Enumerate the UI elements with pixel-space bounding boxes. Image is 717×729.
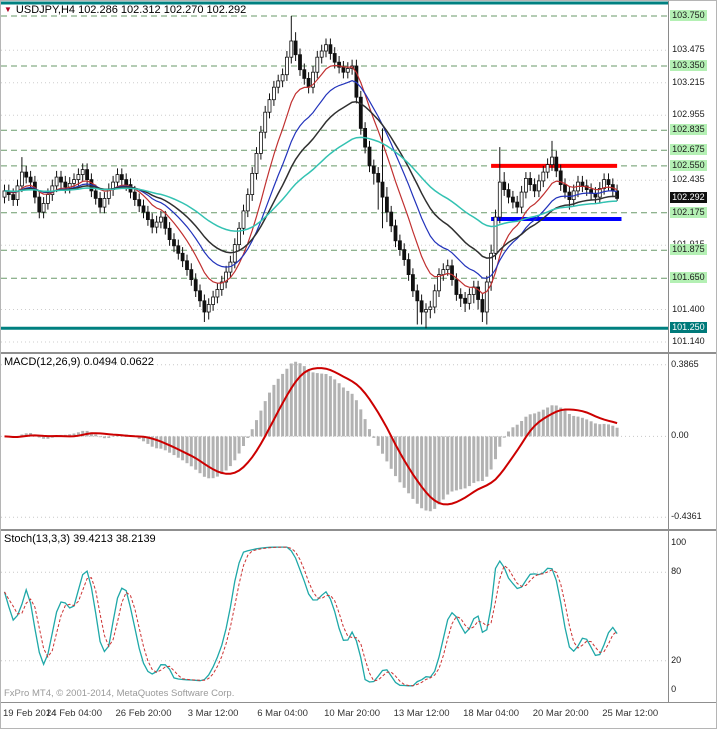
stoch-main-line <box>3 546 618 687</box>
time-axis-label: 13 Mar 12:00 <box>393 708 450 719</box>
stochastic-scale[interactable]: 100 80 20 0 <box>668 531 716 702</box>
current-price-tag: 102.292 <box>670 192 707 204</box>
price-scale-label: 101.875 <box>670 244 707 256</box>
macd-panel: MACD(12,26,9) 0.0494 0.0622 0.3865 0.00 -0… <box>1 354 716 529</box>
stochastic-label: Stoch(13,3,3) 39.4213 38.2139 <box>4 533 156 545</box>
macd-scale-label: -0.4361 <box>671 511 702 522</box>
price-scale-label: 103.215 <box>672 76 705 87</box>
price-scale-label: 101.650 <box>670 272 707 284</box>
time-axis-label: 24 Feb 04:00 <box>46 708 102 719</box>
time-axis-label: 10 Mar 20:00 <box>324 708 381 719</box>
copyright-text: FxPro MT4, © 2001-2014, MetaQuotes Softw… <box>4 688 235 699</box>
time-axis-label: 3 Mar 12:00 <box>187 708 239 719</box>
macd-label: MACD(12,26,9) 0.0494 0.0622 <box>4 356 154 368</box>
time-axis-label: 6 Mar 04:00 <box>257 708 308 719</box>
price-scale-label: 102.955 <box>672 109 705 120</box>
macd-scale-label: 0.00 <box>671 430 689 441</box>
price-scale-label: 102.175 <box>670 206 707 218</box>
symbol-arrow-icon: ▼ <box>4 5 12 14</box>
chart-title: ▼ USDJPY,H4 102.286 102.312 102.270 102.… <box>4 4 246 16</box>
price-scale-label: 102.435 <box>672 174 705 185</box>
ma-slowest-line[interactable] <box>4 136 618 232</box>
price-scale-label: 102.550 <box>670 159 707 171</box>
ma-fast-line[interactable] <box>4 64 618 295</box>
main-chart-canvas[interactable]: ▼ USDJPY,H4 102.286 102.312 102.270 102.… <box>1 1 669 352</box>
macd-canvas[interactable]: MACD(12,26,9) 0.0494 0.0622 <box>1 354 669 529</box>
time-axis-label: 18 Mar 04:00 <box>463 708 520 719</box>
stoch-scale-label: 0 <box>671 684 677 695</box>
main-chart-panel: ▼ USDJPY,H4 102.286 102.312 102.270 102.… <box>1 1 716 352</box>
time-axis-label: 25 Mar 12:00 <box>602 708 659 719</box>
stochastic-canvas[interactable]: Stoch(13,3,3) 39.4213 38.2139 FxPro MT4,… <box>1 531 669 702</box>
time-axis[interactable]: 19 Feb 2014 24 Feb 04:00 26 Feb 20:00 3 Mar… <box>1 703 716 728</box>
price-scale-label: 103.750 <box>670 10 707 21</box>
stoch-scale-label: 20 <box>671 654 682 665</box>
stoch-scale-label: 80 <box>671 566 682 577</box>
price-scale-label: 103.475 <box>672 44 705 55</box>
macd-scale[interactable]: 0.3865 0.00 -0.4361 <box>668 354 716 529</box>
main-chart-svg <box>1 1 669 343</box>
price-scale-label: 102.835 <box>670 124 707 136</box>
price-scale-label: 102.675 <box>670 144 707 156</box>
chart-title-text: USDJPY,H4 102.286 102.312 102.270 102.29… <box>15 4 247 16</box>
time-axis-label: 20 Mar 20:00 <box>532 708 589 719</box>
stoch-scale-label: 100 <box>671 536 687 547</box>
price-scale-label: 101.140 <box>672 336 705 346</box>
macd-scale-label: 0.3865 <box>671 358 699 369</box>
stochastic-svg <box>1 546 669 687</box>
stochastic-panel: Stoch(13,3,3) 39.4213 38.2139 FxPro MT4,… <box>1 531 716 702</box>
price-scale[interactable]: 103.750 103.475 103.350 103.215 102.955 102.8… <box>668 1 716 352</box>
stoch-signal-line <box>4 546 618 687</box>
macd-svg <box>1 361 669 518</box>
price-scale-label: 101.400 <box>672 303 705 314</box>
time-axis-label: 26 Feb 20:00 <box>115 708 172 719</box>
macd-signal-line <box>4 367 618 506</box>
price-scale-label: 101.250 <box>670 322 707 334</box>
time-axis-label: 19 Feb 2014 <box>3 708 57 719</box>
panel-separator-stoch[interactable] <box>1 529 716 531</box>
axis-separator <box>1 702 716 703</box>
panel-separator-macd[interactable] <box>1 352 716 354</box>
price-scale-label: 103.350 <box>670 60 707 71</box>
